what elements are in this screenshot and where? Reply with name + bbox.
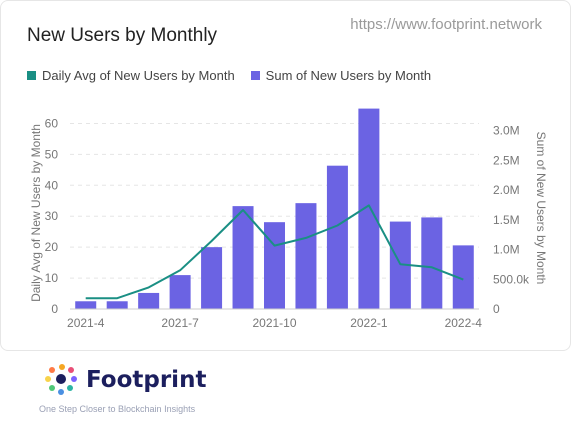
bar-2021-8[interactable] bbox=[201, 247, 223, 309]
bar-2022-3[interactable] bbox=[421, 217, 443, 309]
legend-swatch-bar bbox=[250, 71, 260, 80]
y-left-axis-title: Daily Avg of New Users by Month bbox=[29, 124, 43, 302]
y-left-tick-label: 0 bbox=[51, 302, 58, 316]
bar-2021-11[interactable] bbox=[295, 203, 317, 309]
chart-title: New Users by Monthly bbox=[27, 25, 218, 46]
x-tick-label: 2021-7 bbox=[161, 316, 199, 330]
bar-2022-2[interactable] bbox=[389, 221, 411, 309]
bar-2021-5[interactable] bbox=[106, 301, 128, 309]
legend-swatch-line bbox=[27, 71, 36, 80]
y-right-axis-title: Sum of New Users by Month bbox=[534, 132, 548, 285]
y-left-tick-label: 40 bbox=[45, 178, 59, 192]
bar-2021-4[interactable] bbox=[75, 301, 97, 309]
legend-item-bar[interactable]: Sum of New Users by Month bbox=[250, 68, 432, 83]
footprint-logo-icon bbox=[45, 364, 77, 395]
chart-legend: Daily Avg of New Users by Month Sum of N… bbox=[27, 68, 447, 83]
x-tick-label: 2022-4 bbox=[445, 316, 483, 330]
brand-tagline: One Step Closer to Blockchain Insights bbox=[39, 404, 196, 414]
bar-2022-1[interactable] bbox=[358, 108, 380, 310]
bar-2021-7[interactable] bbox=[169, 275, 191, 309]
axis-layer: 0 10 20 30 40 50 60 0 500.0k 1.0M 1.5M 2.0M 2.5M 3.0M… bbox=[29, 116, 548, 330]
bar-2021-10[interactable] bbox=[264, 222, 285, 309]
chart-card: New Users by Monthly https://www.footpri… bbox=[0, 0, 571, 351]
bar-2022-4[interactable] bbox=[452, 245, 474, 309]
y-left-tick-label: 50 bbox=[45, 147, 59, 161]
chart-svg: 0 10 20 30 40 50 60 0 500.0k 1.0M 1.5M 2.0M 2.5M 3.0M… bbox=[29, 108, 548, 330]
y-right-tick-label: 1.5M bbox=[493, 213, 520, 227]
y-right-tick-label: 0 bbox=[493, 302, 500, 316]
legend-label-line: Daily Avg of New Users by Month bbox=[42, 68, 235, 83]
brand-name: Footprint bbox=[86, 367, 207, 393]
bar-2021-6[interactable] bbox=[138, 292, 160, 309]
y-right-tick-label: 500.0k bbox=[493, 272, 530, 286]
bar-layer bbox=[75, 108, 474, 310]
line-layer bbox=[85, 204, 464, 300]
x-tick-label: 2021-4 bbox=[67, 316, 105, 330]
line-daily-avg[interactable] bbox=[85, 204, 464, 300]
y-right-tick-label: 2.0M bbox=[493, 183, 520, 197]
x-tick-label: 2022-1 bbox=[350, 316, 388, 330]
legend-item-line[interactable]: Daily Avg of New Users by Month bbox=[27, 68, 235, 83]
bar-2021-12[interactable] bbox=[326, 165, 348, 309]
source-url[interactable]: https://www.footprint.network bbox=[350, 16, 542, 33]
x-tick-label: 2021-10 bbox=[252, 316, 296, 330]
y-left-tick-label: 60 bbox=[45, 116, 59, 130]
y-left-tick-label: 30 bbox=[45, 209, 59, 223]
bar-2021-9[interactable] bbox=[232, 206, 254, 309]
y-left-tick-label: 20 bbox=[45, 240, 59, 254]
legend-label-bar: Sum of New Users by Month bbox=[265, 68, 432, 83]
y-right-tick-label: 1.0M bbox=[493, 243, 520, 257]
y-right-tick-label: 2.5M bbox=[493, 153, 520, 167]
y-right-tick-label: 3.0M bbox=[493, 124, 520, 138]
y-left-tick-label: 10 bbox=[45, 271, 59, 285]
